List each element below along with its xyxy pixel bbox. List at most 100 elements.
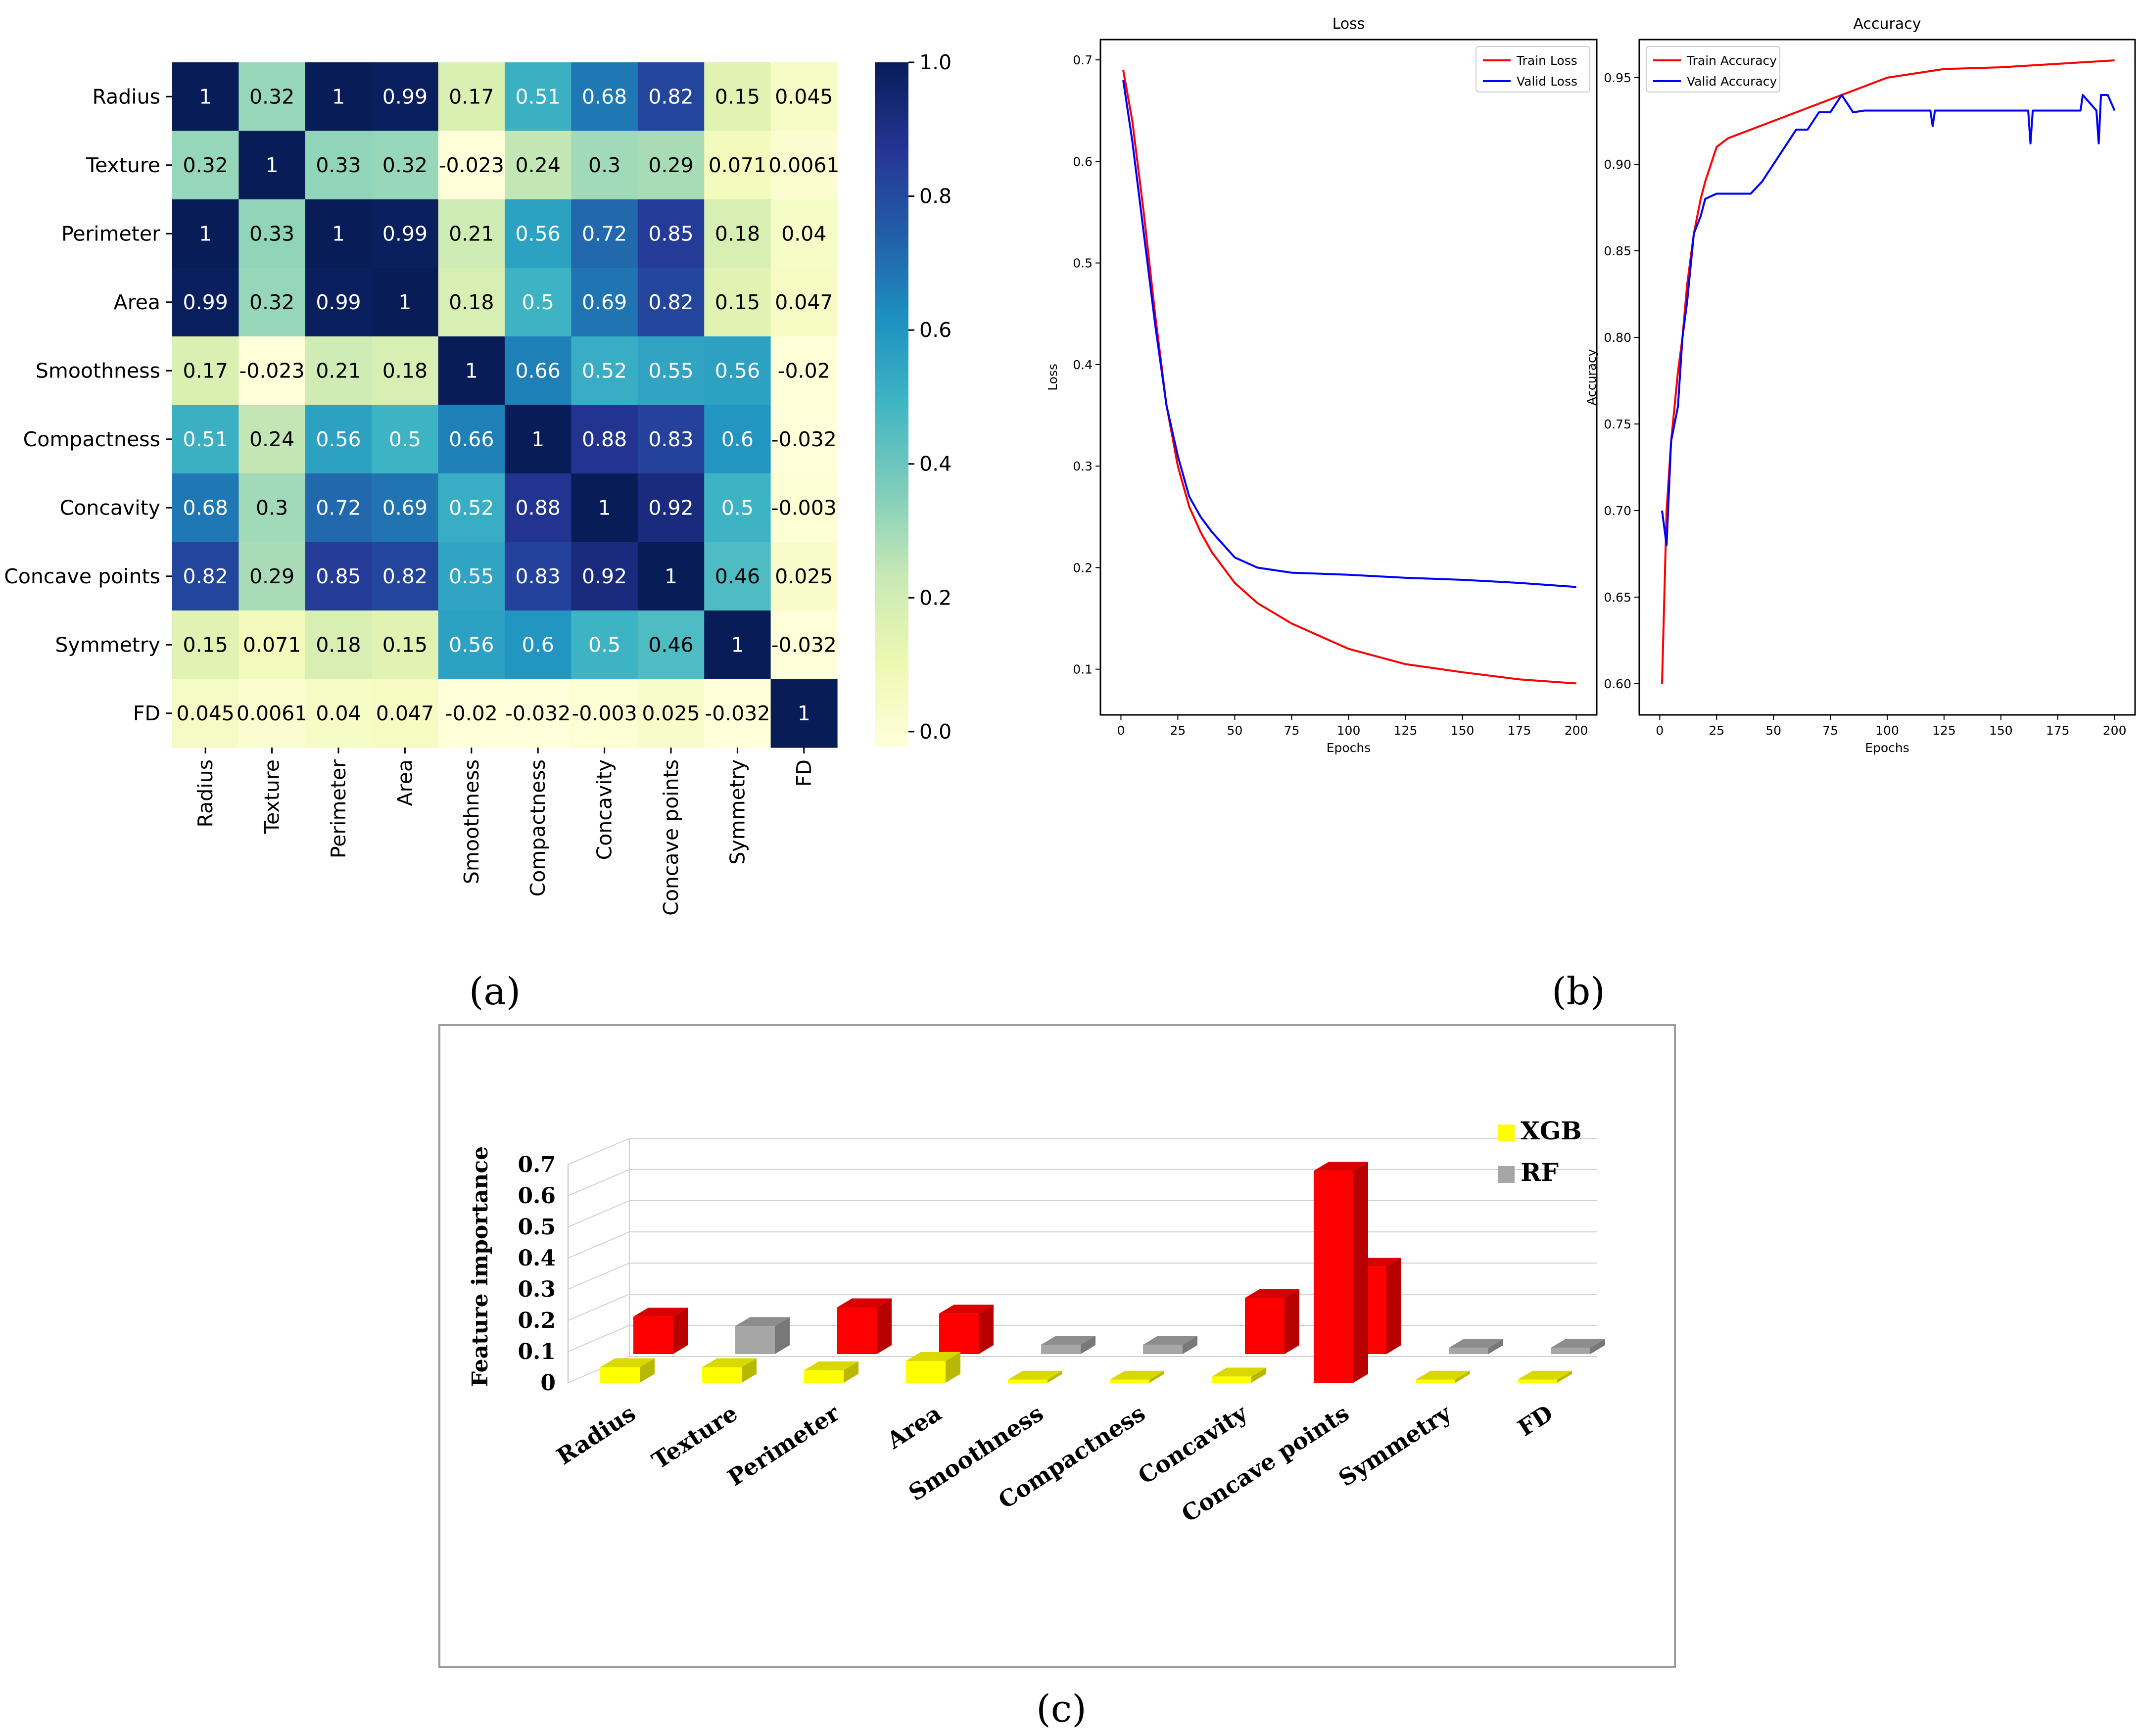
x-tick-label: 0 — [1117, 723, 1125, 738]
xgb-bar-side — [946, 1352, 960, 1383]
heatmap-cell — [704, 542, 771, 611]
heatmap-cell — [172, 199, 239, 269]
heatmap-cell — [505, 610, 571, 680]
heatmap-cell — [372, 268, 439, 337]
heatmap-cell-label: 0.3 — [588, 153, 620, 177]
y-tick-label: 0.80 — [1604, 330, 1631, 345]
heatmap-cell — [704, 405, 771, 474]
heatmap-cell-label: 0.025 — [642, 702, 700, 725]
heatmap-cell-label: 0.99 — [382, 222, 428, 245]
rf-bar — [1449, 1348, 1488, 1354]
rf-bar-side — [673, 1308, 688, 1354]
heatmap-cell-label: 0.21 — [316, 359, 361, 382]
series-line — [1122, 80, 1576, 588]
heatmap-col-label: Radius — [193, 759, 217, 827]
heatmap-cell-label: 0.72 — [316, 496, 361, 519]
heatmap-cell — [571, 199, 638, 269]
legend-label: Train Accuracy — [1686, 53, 1777, 68]
heatmap-cell — [172, 336, 239, 406]
heatmap-col-label: Area — [393, 759, 417, 806]
heatmap-cell — [438, 610, 505, 680]
heatmap-cell — [770, 473, 838, 543]
panel-label-b: (b) — [1552, 969, 1605, 1013]
heatmap-cell-label: 0.33 — [249, 222, 294, 245]
heatmap-cell-label: 0.33 — [316, 153, 361, 177]
xgb-bar-top — [600, 1358, 655, 1367]
y-tick-label: 0.3 — [518, 1277, 556, 1302]
y-tick-label: 0.75 — [1604, 417, 1631, 431]
x-tick-label: 150 — [1451, 723, 1475, 738]
heatmap-cell — [305, 679, 372, 748]
heatmap-cell-label: 0.3 — [256, 496, 288, 519]
heatmap-col-label: Smoothness — [460, 759, 483, 884]
y-tick-label: 0.2 — [1073, 561, 1093, 575]
heatmap-cell-label: -0.032 — [705, 702, 770, 725]
heatmap-cell-label: 0.82 — [648, 290, 693, 314]
rf-bar-side — [1183, 1336, 1197, 1354]
heatmap-cell-label: 1 — [398, 290, 411, 314]
heatmap-col-label: Texture — [260, 759, 284, 834]
xgb-bar-side — [1455, 1370, 1470, 1383]
colorbar-tick-label: 0.2 — [919, 586, 952, 610]
colorbar-tick-label: 0.4 — [919, 452, 952, 476]
xgb-bar-top — [1416, 1370, 1470, 1380]
heatmap-cell-label: 0.04 — [316, 702, 361, 725]
heatmap-cell — [637, 131, 705, 200]
x-tick-label: 175 — [2046, 723, 2070, 738]
heatmap-col-label: Symmetry — [725, 759, 749, 865]
heatmap-cell — [770, 610, 838, 680]
rf-bar-top — [1143, 1336, 1197, 1345]
heatmap-cell — [637, 405, 705, 474]
heatmap-cell — [305, 62, 372, 132]
heatmap-colorbar: 0.0 0.2 0.4 0.6 0.8 1.0 — [875, 50, 952, 747]
heatmap-row-label: Texture — [86, 153, 160, 177]
heatmap-cell — [238, 473, 306, 543]
legend-swatch — [1498, 1166, 1515, 1183]
heatmap-cell — [770, 405, 838, 474]
heatmap-cell-label: 0.32 — [249, 85, 294, 108]
heatmap-cell-label: 0.82 — [648, 85, 693, 108]
x-axis-label: Epochs — [1327, 741, 1371, 755]
heatmap-cell-label: 0.32 — [183, 153, 228, 177]
heatmap-cell — [505, 473, 571, 543]
y-tick-label: 0.60 — [1604, 677, 1631, 691]
y-tick-label: 0.1 — [518, 1339, 556, 1364]
rf-bar-top — [1551, 1339, 1605, 1348]
rf-bar — [1143, 1345, 1183, 1354]
xgb-bar — [702, 1367, 742, 1383]
x-tick-label: 25 — [1170, 723, 1186, 738]
heatmap-cell — [637, 679, 705, 748]
heatmap-col-label: FD — [792, 759, 816, 787]
y-tick-label: 0 — [540, 1370, 556, 1396]
rf-bar-side — [1488, 1339, 1503, 1354]
rf-bar-top — [1041, 1336, 1095, 1345]
heatmap-cell-label: 0.85 — [648, 222, 693, 245]
y-tick-label: 0.5 — [1073, 256, 1093, 271]
heatmap-cell — [172, 473, 239, 543]
heatmap-cell — [704, 473, 771, 543]
heatmap-cell-label: 0.15 — [715, 85, 760, 108]
y-tick-label: 0.70 — [1604, 504, 1631, 518]
heatmap-cell-label: 1 — [598, 496, 611, 519]
heatmap-cell-label: 0.66 — [449, 427, 494, 451]
heatmap-cell-label: 1 — [731, 633, 744, 657]
heatmap-cell-label: -0.003 — [771, 496, 837, 519]
x-tick-label: 50 — [1765, 723, 1781, 738]
heatmap-cell-label: 0.55 — [648, 359, 693, 382]
heatmap-cell — [770, 268, 838, 337]
xgb-bar — [906, 1361, 946, 1383]
grid-side-line — [568, 1138, 630, 1165]
heatmap-cell-label: -0.032 — [771, 427, 837, 451]
heatmap-cell — [704, 268, 771, 337]
heatmap-cell-label: 0.56 — [316, 427, 361, 451]
rf-bar-side — [979, 1305, 994, 1354]
y-axis-label: Accuracy — [1584, 349, 1599, 405]
heatmap-cell-label: 0.5 — [588, 633, 620, 657]
rf-bar-side — [1386, 1258, 1401, 1354]
heatmap-cell-label: 0.46 — [648, 633, 693, 657]
heatmap-cell — [637, 610, 705, 680]
heatmap-cell-label: 0.04 — [781, 222, 826, 245]
grid-side-line — [568, 1325, 630, 1352]
rf-bar-top — [735, 1317, 790, 1326]
heatmap-cell-label: 0.5 — [721, 496, 754, 519]
